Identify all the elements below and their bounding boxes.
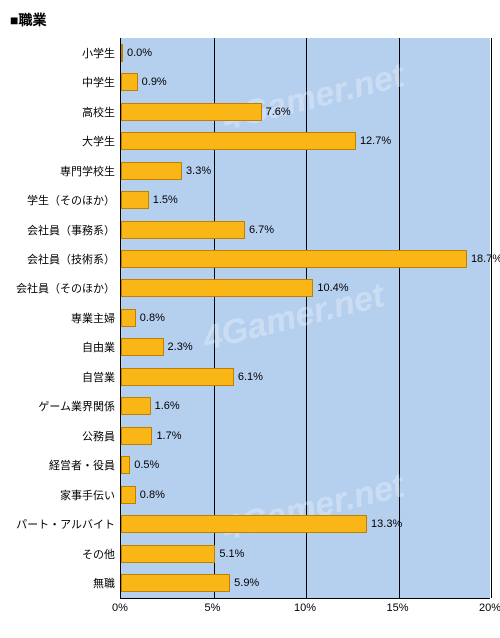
category-label: 会社員（技術系） xyxy=(27,251,115,267)
bar-row: 小学生0.0% xyxy=(121,44,490,62)
bar-row: ゲーム業界関係1.6% xyxy=(121,397,490,415)
category-label: ゲーム業界関係 xyxy=(38,398,115,414)
bar-row: 公務員1.7% xyxy=(121,427,490,445)
bar-row: 大学生12.7% xyxy=(121,132,490,150)
value-label: 13.3% xyxy=(371,518,402,530)
bar xyxy=(121,162,182,180)
chart-container: 4Gamer.net 4Gamer.net 4Gamer.net 小学生0.0%… xyxy=(120,38,490,619)
bar xyxy=(121,486,136,504)
bar xyxy=(121,427,152,445)
bar xyxy=(121,132,356,150)
bar-row: 自由業2.3% xyxy=(121,338,490,356)
bar xyxy=(121,221,245,239)
category-label: その他 xyxy=(82,546,115,562)
value-label: 2.3% xyxy=(168,341,193,353)
value-label: 6.7% xyxy=(249,224,274,236)
plot-area: 4Gamer.net 4Gamer.net 4Gamer.net 小学生0.0%… xyxy=(120,38,490,599)
value-label: 12.7% xyxy=(360,135,391,147)
category-label: 中学生 xyxy=(82,74,115,90)
bar xyxy=(121,309,136,327)
bar xyxy=(121,456,130,474)
value-label: 5.1% xyxy=(219,548,244,560)
bar-row: 学生（そのほか）1.5% xyxy=(121,191,490,209)
category-label: 会社員（そのほか） xyxy=(16,280,115,296)
bar-row: 専門学校生3.3% xyxy=(121,162,490,180)
category-label: 学生（そのほか） xyxy=(27,192,115,208)
bar-row: その他5.1% xyxy=(121,545,490,563)
bar-row: 家事手伝い0.8% xyxy=(121,486,490,504)
bar-row: 自営業6.1% xyxy=(121,368,490,386)
bar-row: 会社員（事務系）6.7% xyxy=(121,221,490,239)
bar xyxy=(121,368,234,386)
value-label: 3.3% xyxy=(186,165,211,177)
bar xyxy=(121,338,164,356)
value-label: 0.8% xyxy=(140,489,165,501)
value-label: 0.5% xyxy=(134,459,159,471)
bar xyxy=(121,545,215,563)
x-tick-label: 20% xyxy=(479,602,500,614)
bar-rows: 小学生0.0% 中学生0.9% 高校生7.6% 大学生12.7% 専門学校生3.3% 学生… xyxy=(121,38,490,598)
bar-row: 専業主婦0.8% xyxy=(121,309,490,327)
x-tick-label: 15% xyxy=(386,602,408,614)
chart-title: ■職業 xyxy=(10,10,490,30)
category-label: 会社員（事務系） xyxy=(27,222,115,238)
category-label: 経営者・役員 xyxy=(49,457,115,473)
category-label: 無職 xyxy=(93,575,115,591)
value-label: 6.1% xyxy=(238,371,263,383)
bar-row: パート・アルバイト13.3% xyxy=(121,515,490,533)
value-label: 0.9% xyxy=(142,76,167,88)
value-label: 7.6% xyxy=(266,106,291,118)
bar xyxy=(121,574,230,592)
x-tick-label: 10% xyxy=(294,602,316,614)
category-label: 自由業 xyxy=(82,339,115,355)
bar xyxy=(121,73,138,91)
category-label: 高校生 xyxy=(82,104,115,120)
value-label: 10.4% xyxy=(317,282,348,294)
value-label: 5.9% xyxy=(234,577,259,589)
bar xyxy=(121,250,467,268)
bar xyxy=(121,279,313,297)
gridline xyxy=(491,38,492,598)
bar-row: 無職5.9% xyxy=(121,574,490,592)
x-axis: 0%5%10%15%20% xyxy=(120,599,490,619)
x-tick-label: 0% xyxy=(112,602,128,614)
bar-row: 経営者・役員0.5% xyxy=(121,456,490,474)
bar-row: 高校生7.6% xyxy=(121,103,490,121)
category-label: 公務員 xyxy=(82,428,115,444)
bar-row: 中学生0.9% xyxy=(121,73,490,91)
value-label: 1.5% xyxy=(153,194,178,206)
category-label: 小学生 xyxy=(82,45,115,61)
value-label: 1.6% xyxy=(155,400,180,412)
category-label: 自営業 xyxy=(82,369,115,385)
value-label: 0.0% xyxy=(127,47,152,59)
category-label: 大学生 xyxy=(82,133,115,149)
bar xyxy=(121,191,149,209)
category-label: 家事手伝い xyxy=(60,487,115,503)
bar xyxy=(121,515,367,533)
value-label: 0.8% xyxy=(140,312,165,324)
category-label: 専業主婦 xyxy=(71,310,115,326)
bar xyxy=(121,103,262,121)
category-label: 専門学校生 xyxy=(60,163,115,179)
x-tick-label: 5% xyxy=(205,602,221,614)
bar-row: 会社員（技術系）18.7% xyxy=(121,250,490,268)
bar xyxy=(121,44,123,62)
value-label: 1.7% xyxy=(156,430,181,442)
category-label: パート・アルバイト xyxy=(16,516,115,532)
bar xyxy=(121,397,151,415)
value-label: 18.7% xyxy=(471,253,500,265)
bar-row: 会社員（そのほか）10.4% xyxy=(121,279,490,297)
